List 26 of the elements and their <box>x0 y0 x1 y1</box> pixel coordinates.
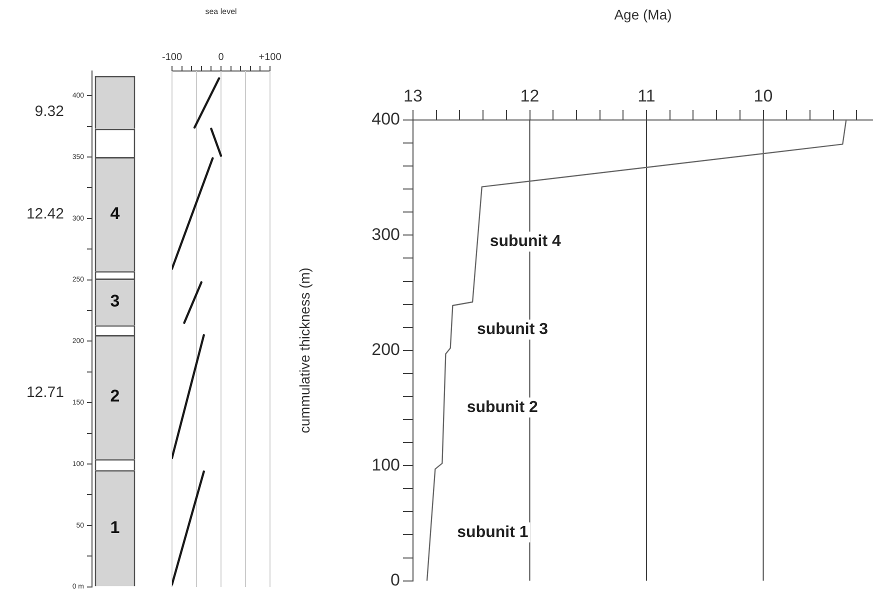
annotation: subunit 2 <box>466 398 538 416</box>
text: 9.32 <box>34 102 64 120</box>
x-tick-label: -100 <box>162 52 182 63</box>
annotation: subunit 3 <box>476 321 548 338</box>
y-tick-label: 300 <box>372 224 400 244</box>
x-axis-title: Age (Ma) <box>614 6 672 22</box>
series-label: 4 <box>110 204 120 223</box>
y-tick-label: 100 <box>372 455 400 474</box>
series-label: 2 <box>110 386 120 406</box>
x-tick-label: +100 <box>258 52 282 63</box>
text: 12.71 <box>26 384 64 401</box>
annotation: subunit 1 <box>457 524 528 541</box>
y-tick-label: 0 <box>390 570 400 590</box>
y-tick-label: 200 <box>372 340 400 360</box>
x-tick-label: 0 <box>218 52 224 63</box>
x-tick-label: 13 <box>404 86 422 106</box>
x-tick-label: 10 <box>754 86 773 106</box>
x-tick-label: 11 <box>638 86 656 106</box>
x-axis-title: sea level <box>205 7 238 16</box>
y-axis-title: cummulative thickness (m) <box>296 268 312 434</box>
annotation: subunit 4 <box>490 233 562 250</box>
y-tick-label: 400 <box>372 110 400 129</box>
text: 12.42 <box>26 206 64 223</box>
series-label: 1 <box>110 518 120 537</box>
series-label: 3 <box>110 292 120 311</box>
x-tick-label: 12 <box>520 86 540 106</box>
